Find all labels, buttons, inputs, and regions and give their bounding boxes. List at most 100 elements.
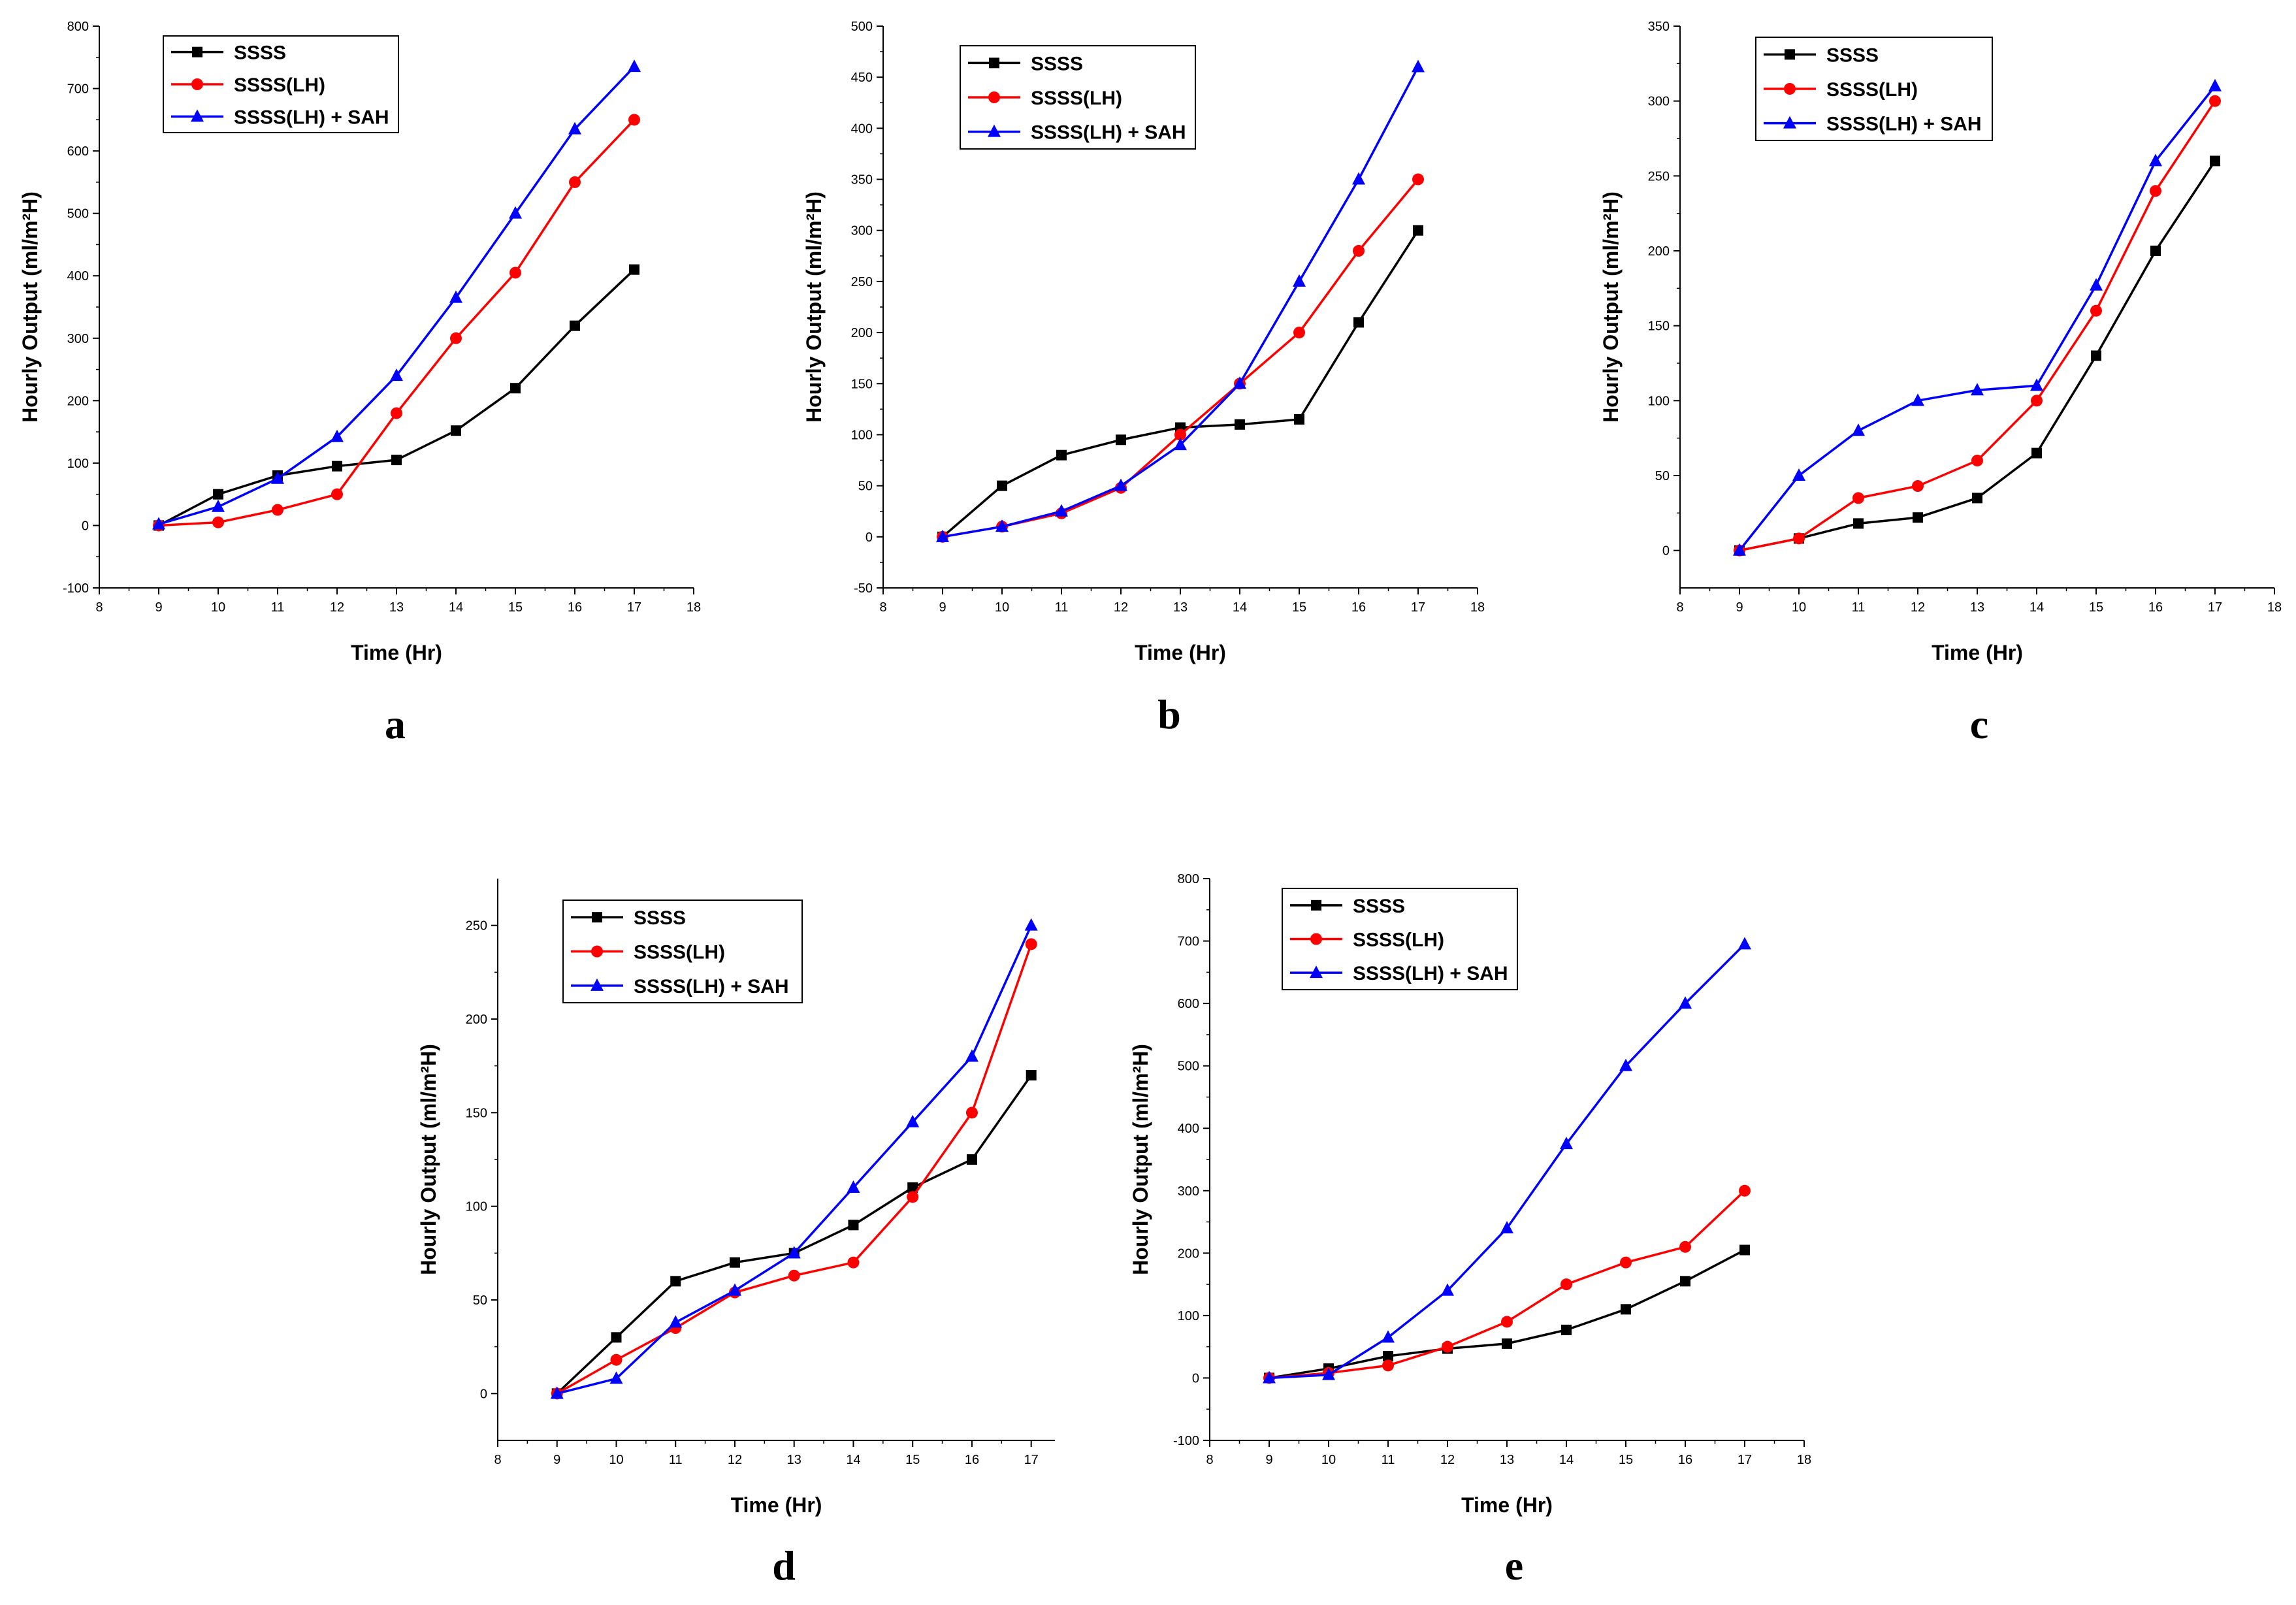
data-point [907, 1191, 919, 1203]
x-tick-label: 16 [2148, 600, 2163, 615]
x-tick-label: 17 [1411, 600, 1425, 615]
data-point [1293, 274, 1306, 287]
series-line [1269, 943, 1746, 1380]
data-point [2031, 395, 2043, 407]
y-tick-label: -100 [63, 581, 89, 596]
series-SSSS(LH) [1734, 95, 2221, 557]
legend-label: SSSS [1353, 896, 1405, 917]
y-tick-label: -50 [854, 581, 873, 596]
data-point [1679, 996, 1692, 1009]
data-point [1293, 327, 1305, 339]
x-tick-label: 17 [1024, 1453, 1039, 1467]
data-point [2030, 378, 2043, 391]
y-tick-label: 0 [82, 519, 89, 533]
x-tick-label: 11 [669, 1453, 683, 1467]
legend-marker [989, 57, 999, 69]
x-tick-label: 15 [508, 600, 523, 615]
data-point [451, 425, 461, 436]
x-tick-label: 8 [1676, 600, 1683, 615]
data-point [568, 122, 581, 135]
data-point [1501, 1316, 1513, 1328]
data-point [272, 504, 283, 516]
data-point [1911, 393, 1924, 406]
y-tick-label: 300 [1648, 95, 1670, 109]
x-tick-label: 9 [1736, 600, 1743, 615]
x-tick-label: 13 [1173, 600, 1188, 615]
legend-label: SSSS [1031, 53, 1083, 74]
x-tick-label: 15 [2089, 600, 2103, 615]
data-point [1913, 512, 1923, 523]
data-point [1056, 449, 1067, 461]
data-point [1116, 434, 1126, 446]
data-point [1263, 1370, 1276, 1384]
legend: SSSS SSSS(LH) SSSS(LH) + SAH [1282, 888, 1518, 990]
data-point [1792, 468, 1805, 481]
data-point [1738, 937, 1751, 950]
data-point [450, 332, 462, 344]
legend-label: SSSS(LH) [1353, 930, 1444, 951]
x-tick-label: 17 [627, 600, 641, 615]
x-tick-label: 12 [1440, 1453, 1455, 1467]
x-tick-label: 10 [211, 600, 225, 615]
x-tick-label: 13 [787, 1453, 801, 1467]
data-point [1852, 492, 1864, 504]
y-tick-label: 50 [1655, 469, 1670, 483]
series-SSSS [551, 1070, 1037, 1399]
data-point [212, 516, 224, 528]
x-axis-title: Time (Hr) [731, 1493, 822, 1517]
y-tick-label: 350 [1648, 20, 1670, 34]
legend: SSSS SSSS(LH) SSSS(LH) + SAH [163, 35, 399, 133]
data-point [1322, 1367, 1335, 1380]
y-tick-label: 200 [1178, 1246, 1199, 1261]
data-point [1026, 1070, 1037, 1080]
data-point [152, 517, 165, 530]
data-point [391, 455, 402, 466]
x-tick-label: 10 [1321, 1453, 1336, 1467]
y-tick-label: 500 [67, 207, 89, 221]
data-point [1853, 518, 1864, 529]
series-SSSS [1734, 155, 2220, 556]
x-tick-label: 13 [389, 600, 404, 615]
x-tick-label: 15 [1292, 600, 1306, 615]
legend-label: SSSS(LH) + SAH [1826, 114, 1982, 135]
series-line [942, 178, 1419, 538]
y-tick-label: 400 [851, 122, 873, 136]
series-SSSS(LH) + SAH [550, 918, 1038, 1399]
data-point [1500, 1221, 1513, 1234]
data-point [1852, 423, 1865, 436]
x-tick-label: 18 [1470, 600, 1485, 615]
x-tick-label: 13 [1970, 600, 1984, 615]
data-point [788, 1269, 800, 1282]
data-point [995, 519, 1009, 532]
y-tick-label: 300 [67, 332, 89, 346]
y-tick-label: 250 [1648, 169, 1670, 184]
x-tick-label: 11 [1382, 1453, 1395, 1467]
legend-label: SSSS(LH) + SAH [634, 976, 789, 997]
y-tick-label: 300 [851, 224, 873, 238]
x-tick-label: 8 [879, 600, 886, 615]
x-tick-label: 17 [2208, 600, 2222, 615]
legend-marker [1784, 83, 1796, 95]
data-point [2090, 304, 2102, 317]
y-tick-label: 100 [1648, 394, 1670, 408]
x-tick-label: 10 [1792, 600, 1806, 615]
y-tick-label: 300 [1178, 1184, 1199, 1199]
series-SSSS [1264, 1244, 1750, 1384]
series-SSSS(LH) + SAH [152, 59, 641, 530]
series-line [1269, 1190, 1746, 1380]
x-tick-label: 10 [995, 600, 1009, 615]
y-axis-title: Hourly Output (ml/m²H) [18, 191, 42, 423]
x-tick-label: 8 [1206, 1453, 1213, 1467]
y-tick-label: 150 [1648, 319, 1670, 334]
data-point [1739, 1184, 1751, 1197]
legend: SSSS SSSS(LH) SSSS(LH) + SAH [1755, 37, 1993, 141]
x-tick-label: 11 [1055, 600, 1069, 615]
chart-panel-a: 8 9 10 11 12 13 14 15 16 17 18 -100 0 100 200 300 400 500… [18, 20, 701, 747]
data-point [2209, 95, 2221, 107]
chart-panel-c: 8 9 10 11 12 13 14 15 16 17 18 0 50 100 150 200 250 300 35… [1599, 20, 2282, 747]
x-tick-label: 16 [1678, 1453, 1692, 1467]
x-tick-label: 9 [939, 600, 946, 615]
x-tick-label: 9 [553, 1453, 560, 1467]
data-point [1174, 438, 1187, 451]
